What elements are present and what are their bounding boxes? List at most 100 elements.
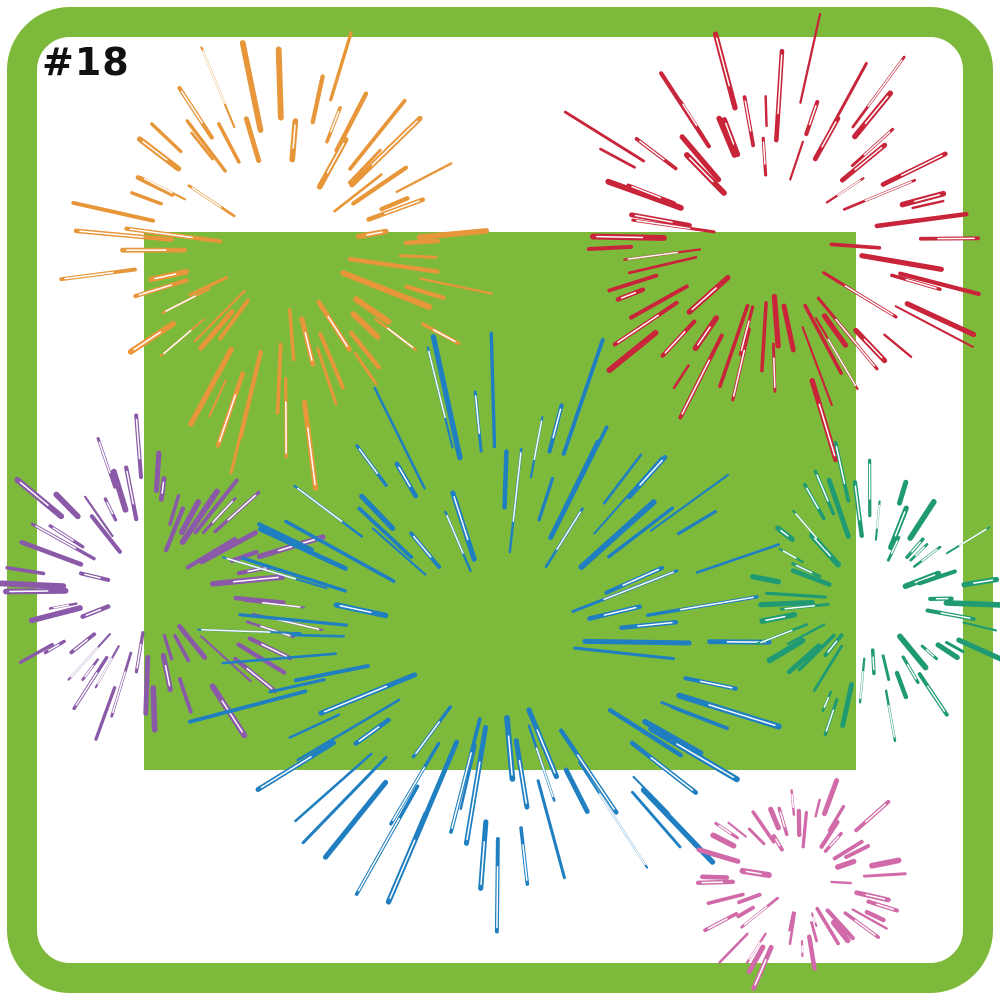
- firework-spark: [301, 755, 388, 845]
- firework-highlight: [507, 735, 513, 776]
- firework-highlight: [260, 756, 312, 789]
- firework-spark: [188, 275, 229, 297]
- firework-spark: [746, 944, 766, 975]
- firework-spark: [747, 827, 766, 846]
- firework-spark: [606, 329, 659, 374]
- firework-highlight: [330, 110, 340, 133]
- firework-spark: [607, 707, 684, 758]
- firework-highlight: [854, 146, 883, 171]
- firework-spark: [489, 331, 497, 449]
- firework-spark: [672, 364, 690, 390]
- firework-highlight: [808, 105, 817, 126]
- firework-spark: [257, 522, 314, 552]
- firework-highlight: [854, 919, 876, 936]
- firework-spark: [373, 386, 426, 490]
- firework-spark: [869, 857, 902, 869]
- firework-spark: [797, 633, 836, 672]
- firework-spark: [293, 664, 370, 683]
- firework-spark: [881, 654, 891, 681]
- purple-firework: [0, 413, 326, 741]
- firework-highlight: [876, 903, 894, 911]
- firework-highlight: [795, 564, 813, 574]
- firework-highlight: [98, 441, 111, 474]
- firework-spark: [851, 908, 888, 930]
- firework-highlight: [53, 604, 70, 609]
- firework-spark: [403, 238, 441, 246]
- firework-spark: [695, 543, 781, 574]
- firework-spark: [758, 599, 815, 608]
- firework-highlight: [639, 459, 663, 486]
- firework-spark: [347, 148, 382, 185]
- firework-highlight: [682, 103, 698, 127]
- firework-highlight: [496, 866, 499, 929]
- firework-highlight: [821, 121, 837, 148]
- firework-spark: [751, 810, 776, 844]
- firework-spark: [801, 326, 833, 407]
- firework-spark: [199, 530, 259, 565]
- firework-highlight: [664, 331, 686, 354]
- firework-highlight: [358, 726, 380, 742]
- firework-highlight: [876, 504, 881, 529]
- firework-spark: [718, 303, 750, 389]
- firework-spark: [799, 12, 822, 104]
- firework-spark: [198, 309, 235, 351]
- firework-highlight: [715, 37, 730, 87]
- firework-highlight: [598, 793, 646, 866]
- firework-spark: [84, 495, 114, 538]
- firework-spark: [296, 698, 401, 762]
- firework-highlight: [890, 540, 898, 555]
- firework-highlight: [323, 685, 388, 713]
- firework-highlight: [913, 193, 941, 203]
- firework-spark: [660, 701, 729, 730]
- firework-spark: [135, 175, 175, 197]
- firework-spark: [790, 568, 832, 587]
- firework-spark: [94, 686, 117, 741]
- firework-spark: [177, 624, 208, 660]
- firework-highlight: [202, 50, 226, 104]
- firework-spark: [766, 637, 806, 664]
- firework-spark: [629, 284, 689, 320]
- firework-highlight: [138, 284, 172, 296]
- firework-spark: [788, 911, 797, 945]
- firework-spark: [333, 173, 383, 213]
- firework-spark: [788, 911, 795, 932]
- firework-highlight: [576, 754, 615, 810]
- firework-spark: [340, 270, 433, 310]
- firework-spark: [229, 549, 259, 564]
- firework-highlight: [679, 596, 754, 611]
- firework-spark: [353, 296, 392, 325]
- firework-spark: [5, 565, 46, 576]
- firework-highlight: [522, 844, 528, 881]
- firework-spark: [290, 633, 346, 638]
- firework-highlight: [718, 824, 732, 835]
- firework-highlight: [453, 496, 469, 541]
- firework-spark: [649, 473, 730, 532]
- firework-highlight: [795, 513, 818, 539]
- firework-spark: [631, 790, 682, 849]
- firework-spark: [810, 921, 818, 943]
- firework-spark: [727, 821, 747, 838]
- firework-spark: [208, 379, 227, 418]
- firework-highlight: [79, 230, 144, 238]
- firework-highlight: [474, 395, 481, 435]
- firework-highlight: [911, 541, 921, 553]
- firework-highlight: [19, 481, 49, 507]
- firework-spark: [814, 798, 821, 818]
- firework-spark: [602, 453, 643, 505]
- firework-highlight: [973, 579, 994, 584]
- firework-highlight: [627, 251, 679, 260]
- firework-highlight: [389, 839, 416, 899]
- firework-spark: [89, 514, 122, 554]
- firework-highlight: [358, 448, 379, 475]
- firework-spark: [627, 255, 698, 275]
- firework-highlight: [246, 667, 273, 690]
- firework-spark: [351, 165, 409, 206]
- firework-highlight: [552, 408, 562, 439]
- firework-highlight: [432, 329, 456, 343]
- firework-spark: [193, 478, 239, 535]
- firework-highlight: [392, 766, 426, 822]
- firework-highlight: [112, 671, 126, 714]
- firework-spark: [582, 638, 692, 646]
- firework-spark: [18, 642, 54, 664]
- firework-spark: [859, 253, 944, 272]
